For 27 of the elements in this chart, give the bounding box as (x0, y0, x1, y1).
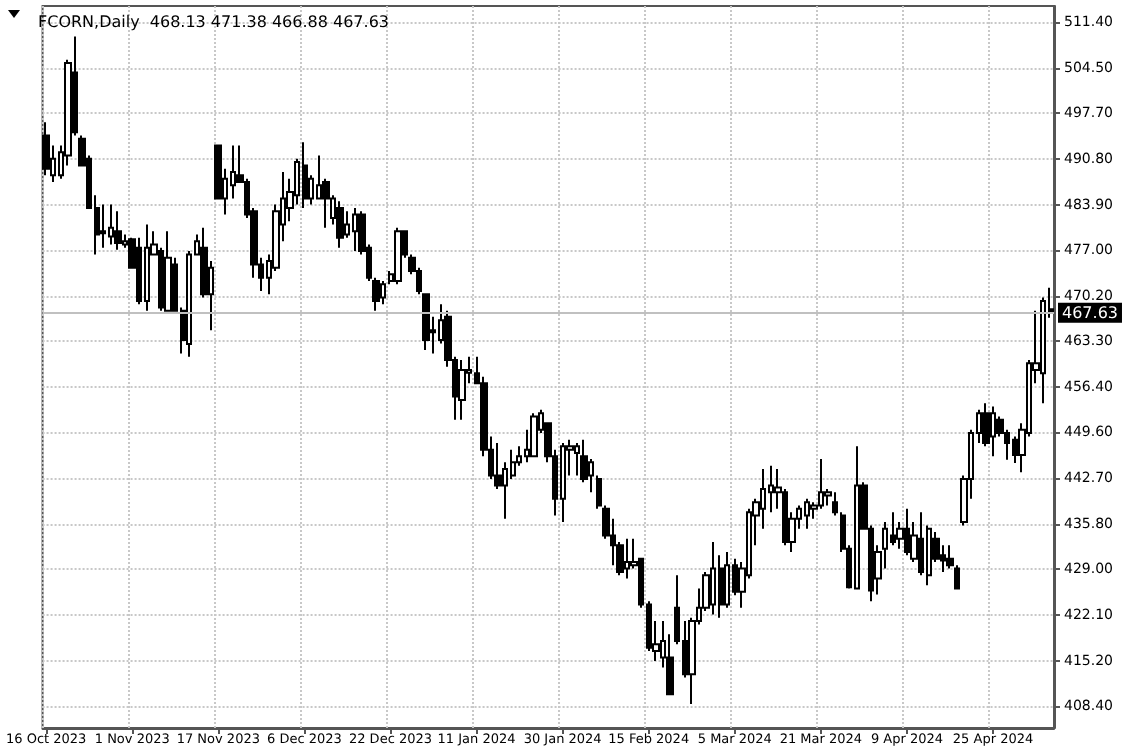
candlestick (624, 537, 630, 580)
candlestick (854, 445, 860, 590)
candlestick (458, 359, 466, 421)
candlestick (530, 412, 538, 458)
candlestick (352, 206, 358, 253)
candlestick (990, 405, 996, 458)
candlestick (380, 279, 386, 306)
candlestick (1040, 296, 1046, 405)
candlestick (982, 402, 990, 448)
candlestick (114, 210, 122, 251)
ref-line-label: 467.63 (1062, 303, 1118, 322)
candlestick (804, 497, 810, 530)
candlestick (918, 511, 924, 577)
candlestick (560, 442, 566, 524)
candlestick (394, 226, 402, 286)
candlestick (336, 200, 344, 249)
candlestick (108, 203, 114, 246)
candlestick (904, 507, 910, 557)
candlestick (100, 203, 106, 249)
candlestick (580, 438, 588, 484)
candlestick (574, 442, 580, 477)
chart-title: FCORN,Daily 468.13 471.38 466.88 467.63 (38, 13, 389, 31)
candlestick (42, 121, 50, 177)
candlestick (164, 230, 172, 312)
candlestick (144, 223, 150, 312)
candlestick (302, 141, 308, 209)
candlestick (710, 541, 716, 616)
